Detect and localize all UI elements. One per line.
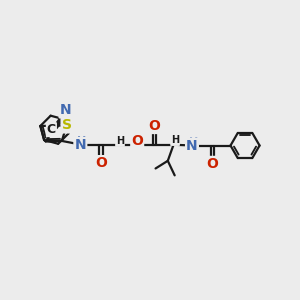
Text: O: O	[131, 134, 143, 148]
Text: H: H	[171, 135, 179, 145]
Text: C: C	[47, 123, 56, 136]
Text: O: O	[95, 156, 107, 170]
Text: O: O	[207, 157, 218, 171]
Text: N: N	[60, 103, 71, 117]
Text: H: H	[116, 136, 124, 146]
Text: S: S	[61, 118, 72, 132]
Text: N: N	[186, 139, 198, 152]
Text: N: N	[74, 138, 86, 152]
Text: H: H	[77, 136, 86, 146]
Text: O: O	[148, 119, 160, 133]
Text: H: H	[189, 137, 198, 147]
